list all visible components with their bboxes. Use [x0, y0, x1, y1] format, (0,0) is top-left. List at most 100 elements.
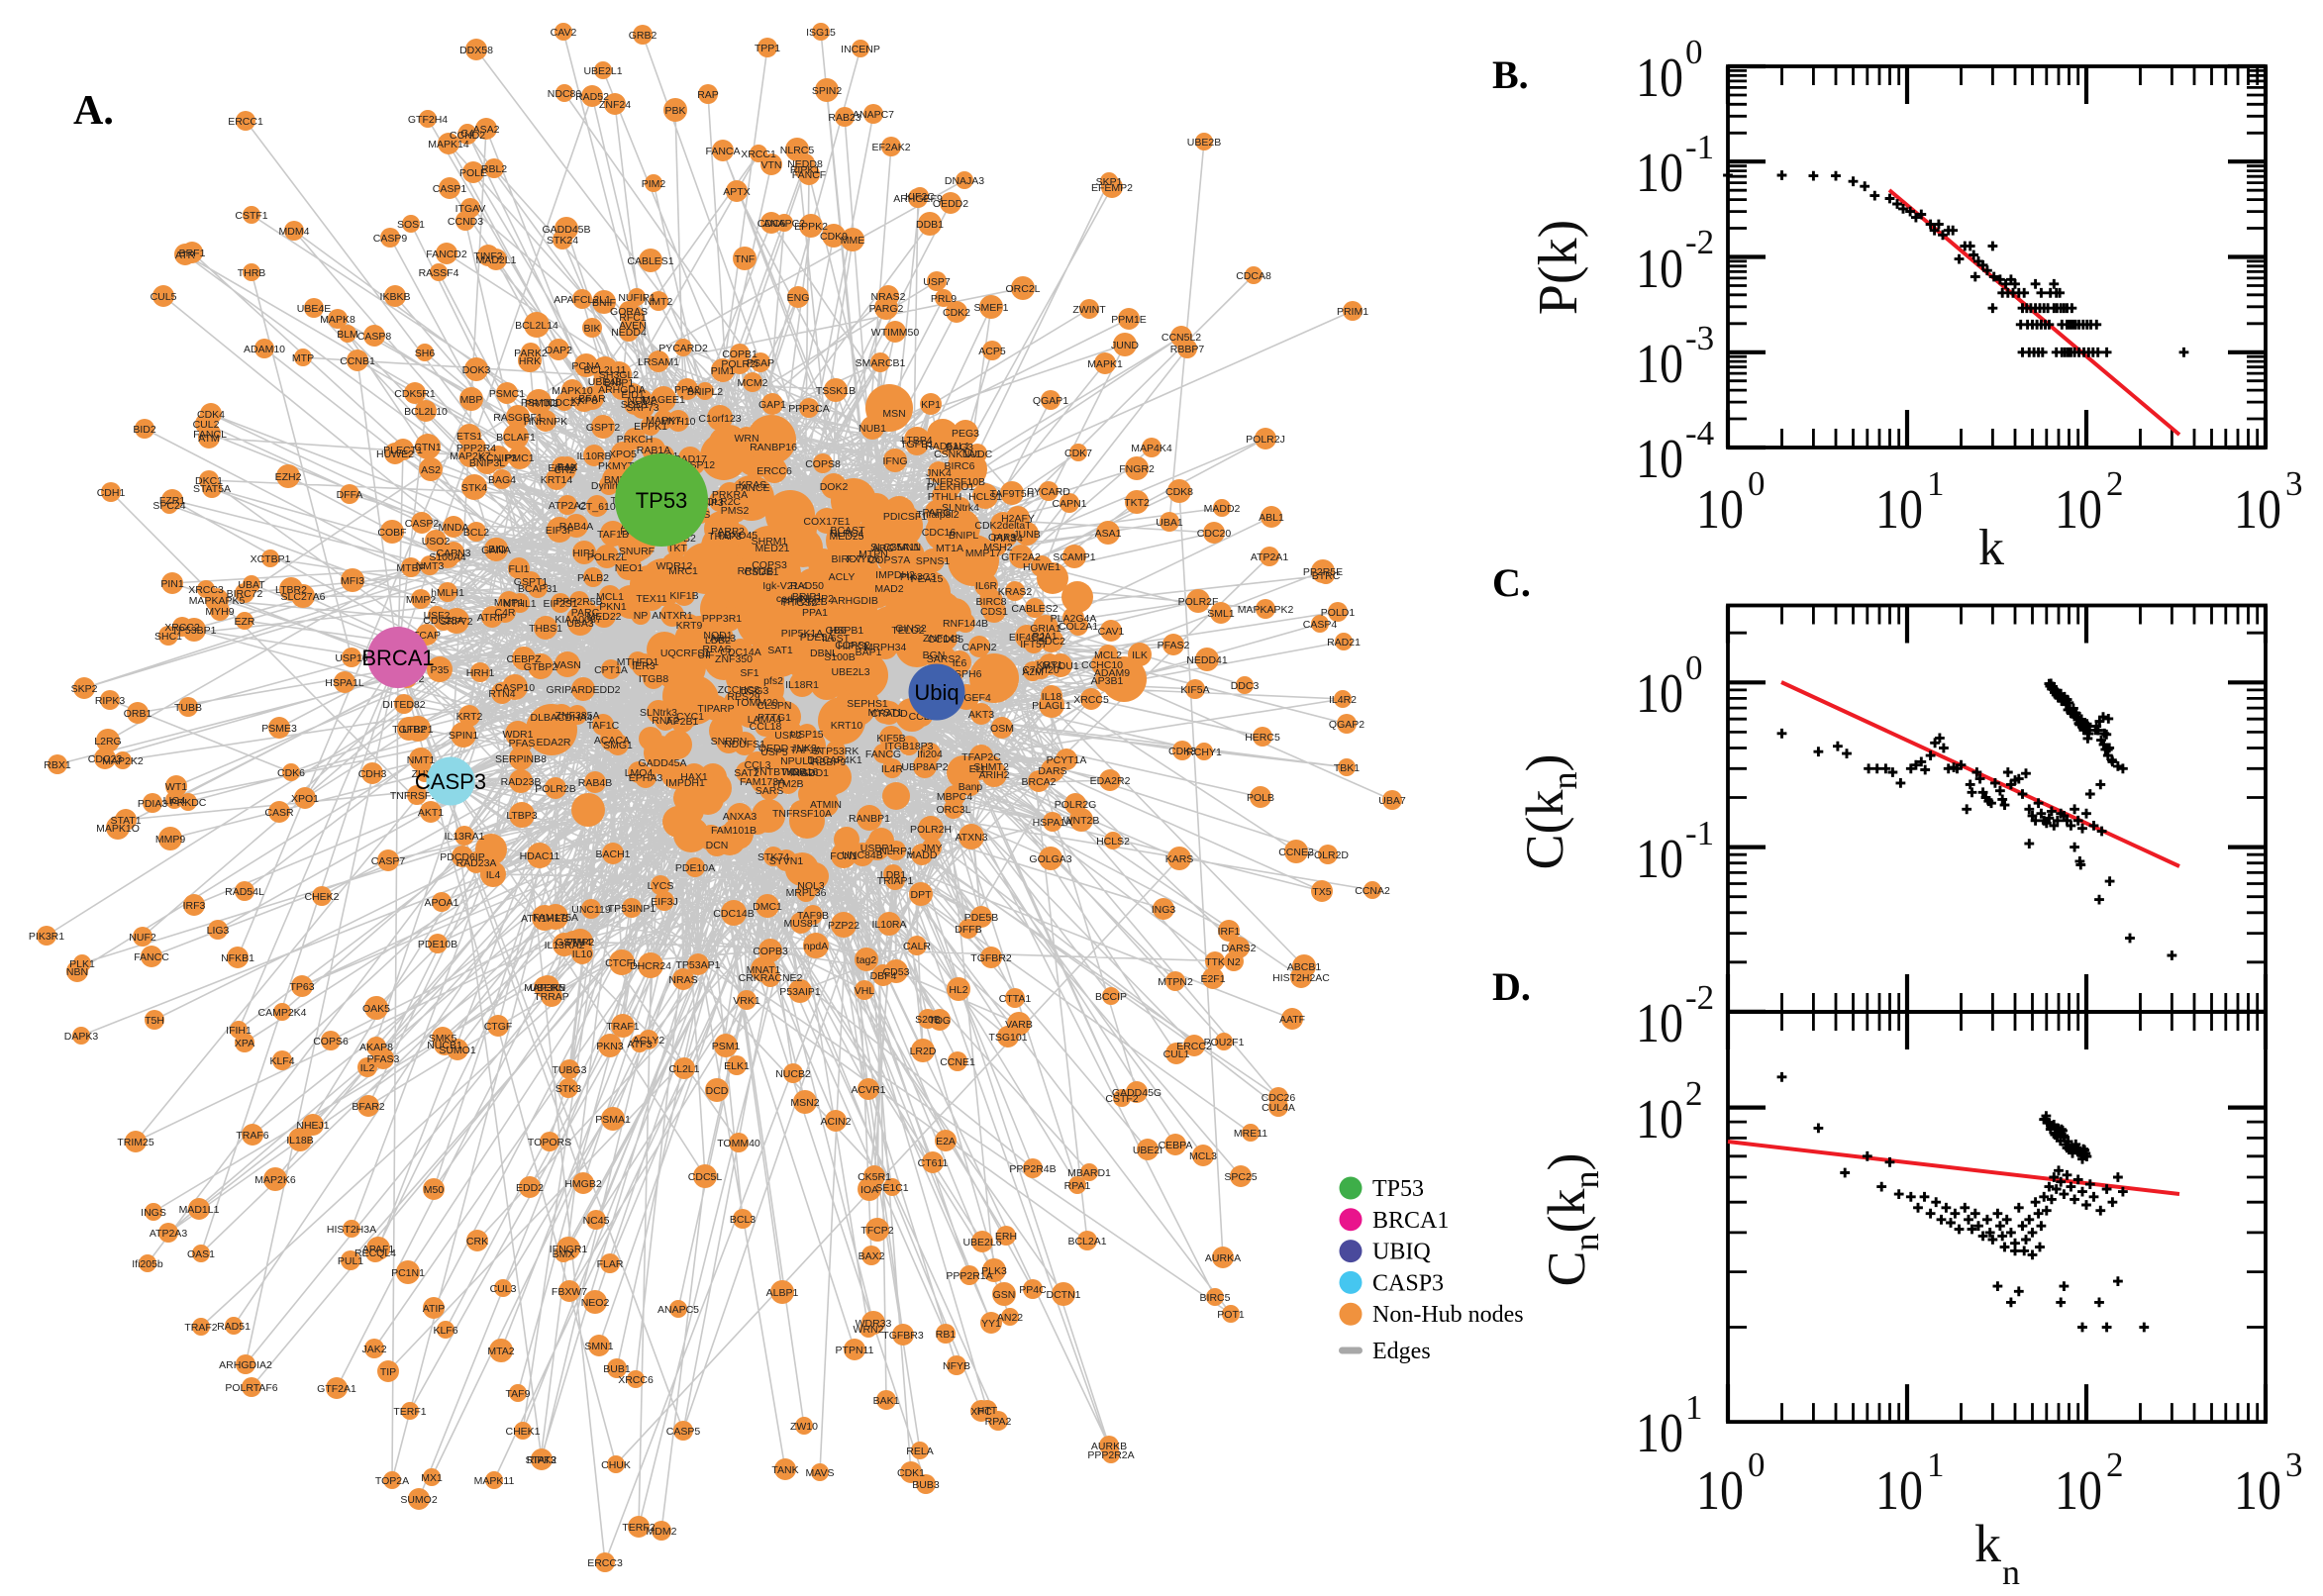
svg-text:P(k): P(k)	[1528, 220, 1589, 315]
svg-text:KRT2: KRT2	[456, 711, 483, 723]
svg-text:SMK5: SMK5	[429, 1033, 457, 1045]
svg-text:PIM1: PIM1	[711, 365, 736, 377]
svg-text:MRC1: MRC1	[668, 565, 698, 577]
svg-text:BAG4: BAG4	[488, 474, 516, 486]
svg-text:RTN4: RTN4	[488, 688, 515, 700]
svg-text:LIG4: LIG4	[163, 795, 186, 807]
svg-text:SHC1: SHC1	[154, 631, 182, 643]
svg-text:RIPK2: RIPK2	[527, 1454, 557, 1466]
svg-text:POLE: POLE	[459, 167, 487, 179]
svg-text:NEO1: NEO1	[615, 562, 644, 574]
svg-text:WDR33: WDR33	[856, 1318, 892, 1330]
svg-text:MTP: MTP	[292, 352, 314, 364]
svg-text:QGAP2: QGAP2	[1329, 719, 1364, 731]
svg-text:ERH: ERH	[995, 1231, 1017, 1243]
svg-text:CTGF: CTGF	[484, 1021, 513, 1033]
svg-text:HIPK1: HIPK1	[838, 641, 868, 652]
svg-text:WDR1: WDR1	[503, 729, 534, 741]
svg-text:10: 10	[1636, 143, 1683, 204]
svg-text:HMGB2: HMGB2	[564, 1178, 602, 1190]
svg-text:KLF6: KLF6	[433, 1325, 457, 1337]
svg-text:ERCC3: ERCC3	[587, 1557, 623, 1569]
svg-text:ACLY2: ACLY2	[633, 1035, 665, 1047]
svg-text:10: 10	[1636, 429, 1683, 490]
svg-text:PPA1: PPA1	[802, 607, 828, 619]
svg-text:UBA1: UBA1	[1156, 517, 1183, 529]
svg-text:YY1: YY1	[981, 1318, 1001, 1330]
svg-text:ATM: ATM	[198, 433, 219, 445]
svg-text:Ubiq: Ubiq	[914, 680, 959, 705]
svg-text:FZR1: FZR1	[159, 495, 185, 507]
svg-text:RAB4A: RAB4A	[559, 521, 593, 533]
svg-text:PTTG1: PTTG1	[758, 712, 791, 724]
svg-text:NMT3: NMT3	[416, 560, 445, 572]
svg-text:MAPK1O: MAPK1O	[96, 823, 140, 835]
svg-text:CASP2: CASP2	[405, 518, 440, 530]
svg-text:CABLES2: CABLES2	[1011, 603, 1058, 615]
svg-text:IL18R1: IL18R1	[785, 679, 819, 691]
svg-text:CALR: CALR	[903, 941, 931, 952]
svg-text:NEO2: NEO2	[581, 1297, 610, 1309]
svg-text:TRRAP: TRRAP	[534, 991, 569, 1003]
svg-text:TBK1: TBK1	[1334, 762, 1360, 774]
svg-text:MTPN: MTPN	[858, 549, 888, 560]
svg-text:EIF4G2: EIF4G2	[1009, 632, 1045, 644]
svg-text:DBF4: DBF4	[870, 970, 897, 982]
svg-text:CDK5R1: CDK5R1	[394, 388, 436, 400]
svg-text:GTF2H4: GTF2H4	[408, 114, 448, 126]
svg-text:C.: C.	[1492, 560, 1531, 605]
svg-text:CDK8: CDK8	[1165, 486, 1193, 498]
svg-text:RAD54L: RAD54L	[225, 886, 264, 898]
svg-text:ANAPC5: ANAPC5	[657, 1304, 699, 1316]
svg-text:CDC20: CDC20	[1197, 528, 1232, 540]
svg-text:CSTF2: CSTF2	[1105, 1093, 1138, 1105]
svg-text:CTTA1: CTTA1	[999, 993, 1032, 1005]
svg-text:CRK: CRK	[466, 1236, 488, 1247]
svg-text:STK24: STK24	[547, 235, 578, 247]
svg-text:ERCC6: ERCC6	[757, 465, 792, 477]
svg-text:MMP17: MMP17	[965, 548, 1001, 559]
svg-text:JUNB: JUNB	[1013, 529, 1040, 541]
svg-text:MAD1L1: MAD1L1	[179, 1204, 220, 1216]
svg-text:0: 0	[1685, 648, 1703, 687]
svg-text:10: 10	[1636, 239, 1683, 300]
svg-text:NEDD8: NEDD8	[787, 158, 823, 170]
svg-text:SAT2: SAT2	[734, 767, 759, 779]
svg-text:USP7: USP7	[923, 276, 951, 288]
svg-text:ANXA3: ANXA3	[723, 811, 758, 823]
svg-text:SPIN2: SPIN2	[812, 85, 843, 97]
svg-text:PTHLH: PTHLH	[928, 491, 961, 503]
svg-text:EF2AK2: EF2AK2	[871, 142, 910, 153]
svg-text:CYC1: CYC1	[676, 711, 704, 723]
svg-text:SKP2: SKP2	[71, 683, 98, 695]
svg-text:CCL18: CCL18	[750, 721, 782, 733]
svg-text:CAV2: CAV2	[551, 27, 577, 39]
svg-text:ATIP: ATIP	[423, 1303, 446, 1315]
svg-text:hMLH1: hMLH1	[431, 587, 464, 599]
svg-text:SYVN1: SYVN1	[769, 855, 804, 867]
svg-text:RAB23: RAB23	[828, 112, 860, 124]
svg-text:BAP1: BAP1	[856, 647, 882, 658]
svg-text:GSN: GSN	[993, 1289, 1016, 1301]
svg-text:STK74: STK74	[758, 851, 789, 863]
svg-text:IL10: IL10	[572, 948, 593, 960]
svg-text:BNIPL: BNIPL	[949, 530, 979, 542]
svg-text:MADD: MADD	[907, 849, 938, 861]
svg-text:POLR2F: POLR2F	[1178, 596, 1219, 608]
svg-text:MTPN2: MTPN2	[1158, 976, 1193, 988]
svg-text:CDC5L: CDC5L	[688, 1171, 723, 1183]
svg-text:TTK: TTK	[1205, 956, 1225, 968]
svg-text:KIF2C: KIF2C	[905, 191, 935, 203]
svg-text:COBF: COBF	[377, 527, 406, 539]
svg-text:FBXO45: FBXO45	[718, 530, 758, 542]
svg-text:MAP2K6: MAP2K6	[254, 1174, 296, 1186]
svg-text:PIAS4: PIAS4	[993, 533, 1023, 545]
svg-text:PRKRA: PRKRA	[712, 489, 748, 501]
svg-text:TRAF6: TRAF6	[236, 1130, 268, 1142]
svg-text:CDS1: CDS1	[980, 606, 1008, 618]
svg-text:BIRC6: BIRC6	[945, 460, 975, 472]
svg-text:ASA2: ASA2	[473, 124, 500, 136]
svg-text:PMC1: PMC1	[505, 452, 534, 464]
svg-text:IFNG: IFNG	[882, 455, 907, 467]
svg-text:PIK3C3: PIK3C3	[900, 571, 936, 583]
